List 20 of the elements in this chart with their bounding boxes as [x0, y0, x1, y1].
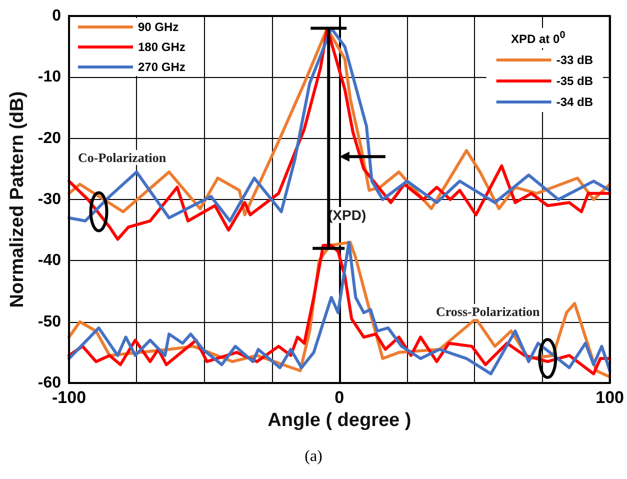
legend-label: -33 dB	[556, 53, 594, 67]
y-axis-title: Normalized Pattern (dB)	[7, 91, 28, 308]
annotation: Co-Polarization	[78, 150, 167, 165]
legend-label: 180 GHz	[138, 40, 186, 54]
x-axis-title: Angle ( degree )	[268, 410, 412, 431]
text: (a)	[304, 448, 324, 466]
legend-label: 270 GHz	[138, 60, 186, 74]
y-tick-label: -20	[38, 130, 62, 147]
annotation: Cross-Polarization	[436, 304, 541, 319]
y-tick-label: -10	[38, 68, 62, 86]
y-tick-label: -40	[38, 252, 62, 270]
x-tick-label: 0	[334, 388, 344, 407]
legend-label: 90 GHz	[138, 20, 179, 34]
legend-label: -34 dB	[556, 95, 594, 109]
x-tick-label: 100	[596, 388, 624, 407]
y-tick-label: -50	[38, 313, 62, 330]
y-tick-label: -30	[38, 191, 62, 208]
legend-label: -35 dB	[556, 74, 594, 88]
legend-title: XPD at 0$^{0}$	[505, 28, 572, 48]
y-tick-label: 0	[52, 8, 62, 24]
